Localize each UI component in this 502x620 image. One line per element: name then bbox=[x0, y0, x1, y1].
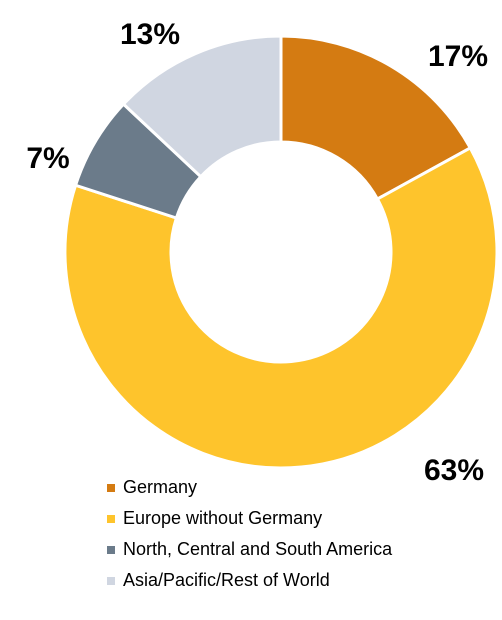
legend-swatch bbox=[107, 545, 115, 554]
legend-item-asia-pacific-rest-of-world: Asia/Pacific/Rest of World bbox=[107, 565, 392, 596]
data-label-north-central-and-south-america: 7% bbox=[26, 142, 69, 175]
legend-label: Asia/Pacific/Rest of World bbox=[123, 570, 330, 590]
legend-label: Germany bbox=[123, 477, 198, 497]
donut-slice-labels: 17% 63% 7% 13% bbox=[26, 18, 488, 487]
legend-swatch bbox=[107, 576, 115, 585]
data-label-asia-pacific-rest-of-world: 13% bbox=[120, 18, 180, 51]
legend-label: North, Central and South America bbox=[123, 539, 393, 559]
data-label-germany: 17% bbox=[428, 40, 488, 73]
legend-item-europe-without-germany: Europe without Germany bbox=[107, 503, 392, 534]
legend-item-north-central-and-south-america: North, Central and South America bbox=[107, 534, 392, 565]
legend-swatch bbox=[107, 514, 115, 523]
donut-slice-asia-pacific-rest-of-world bbox=[122, 34, 283, 179]
chart-legend: Germany Europe without Germany North, Cent… bbox=[107, 472, 392, 596]
donut-slices bbox=[63, 34, 499, 470]
legend-swatch bbox=[107, 483, 115, 492]
legend-label: Europe without Germany bbox=[123, 508, 323, 528]
data-label-europe-without-germany: 63% bbox=[424, 454, 484, 487]
legend-item-germany: Germany bbox=[107, 472, 392, 503]
donut-slice-germany bbox=[279, 34, 472, 201]
donut-slice-europe-without-germany bbox=[63, 146, 499, 470]
